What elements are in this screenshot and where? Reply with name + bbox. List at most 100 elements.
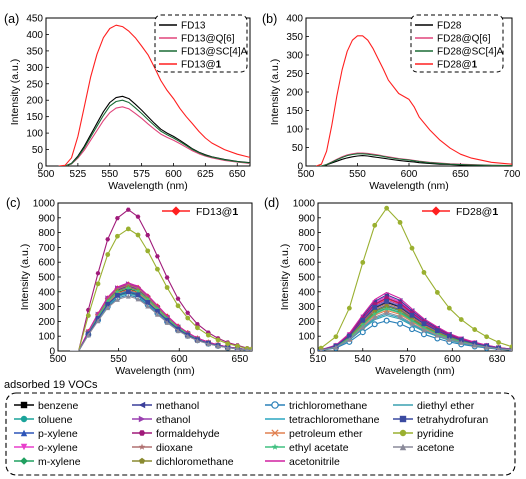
voc-legend-label: petroleum ether bbox=[289, 428, 363, 440]
data-point bbox=[421, 327, 427, 333]
y-tick-label: 900 bbox=[38, 213, 55, 224]
data-point bbox=[205, 341, 211, 347]
data-point bbox=[164, 285, 170, 290]
y-tick-label: 400 bbox=[286, 14, 303, 25]
data-point bbox=[195, 338, 200, 343]
legend-label: FD28 bbox=[437, 21, 462, 32]
data-point bbox=[360, 322, 366, 327]
data-point bbox=[95, 271, 101, 276]
y-tick-label: 600 bbox=[298, 258, 315, 269]
y-tick-label: 450 bbox=[26, 14, 43, 25]
chart-panel-a: 500 525 550 575 600 625 650 0 50 100 150 200 250 300 3… bbox=[4, 12, 251, 192]
data-point bbox=[372, 311, 378, 316]
y-tick-label: 600 bbox=[38, 258, 55, 269]
legend-label: FD28@Q[6] bbox=[437, 34, 491, 45]
y-tick-label: 1000 bbox=[293, 199, 316, 210]
data-point bbox=[421, 321, 427, 327]
voc-legend-label: pyridine bbox=[417, 428, 454, 440]
y-tick-label: 350 bbox=[286, 32, 303, 43]
legend-label: FD13@SC[4]A bbox=[181, 47, 248, 58]
series-line-fd13-1 bbox=[58, 24, 250, 166]
x-tick-label: 525 bbox=[70, 169, 87, 180]
series-line-pyridine bbox=[320, 207, 512, 349]
data-point bbox=[458, 317, 464, 322]
data-point bbox=[509, 347, 512, 351]
data-point bbox=[105, 237, 111, 242]
data-point bbox=[346, 333, 352, 339]
chart-panel-d: 510 540 570 600 630 0 100 200 300 400 500 600 700 800… bbox=[264, 196, 513, 377]
data-point bbox=[95, 316, 101, 321]
y-tick-label: 250 bbox=[26, 79, 43, 90]
voc-legend-label: ethanol bbox=[156, 414, 190, 426]
data-point bbox=[409, 312, 415, 318]
series-line-fd13-sc-4-a bbox=[58, 99, 250, 166]
data-point bbox=[399, 429, 407, 437]
series-line-acetonitrile bbox=[320, 291, 512, 351]
data-point bbox=[145, 303, 151, 309]
series-group bbox=[58, 24, 250, 166]
data-point bbox=[125, 226, 131, 232]
x-axis-label: Wavelength (nm) bbox=[375, 365, 455, 377]
data-point bbox=[164, 320, 170, 325]
x-tick-label: 650 bbox=[452, 169, 469, 180]
y-tick-label: 200 bbox=[298, 317, 315, 328]
data-point bbox=[105, 301, 111, 307]
data-point bbox=[409, 320, 415, 326]
data-point bbox=[384, 303, 389, 308]
y-axis-label: Intensity (a.u.) bbox=[19, 244, 31, 311]
series-line-fd13 bbox=[58, 95, 250, 166]
data-point bbox=[384, 310, 390, 315]
data-point bbox=[446, 337, 452, 342]
legend-label: FD13@1 bbox=[181, 60, 222, 71]
data-point bbox=[399, 415, 407, 423]
series-line-fd13-q-6- bbox=[58, 106, 250, 166]
data-point bbox=[155, 254, 160, 259]
data-point bbox=[360, 324, 366, 330]
voc-legend-label: m-xylene bbox=[38, 456, 81, 468]
data-point bbox=[175, 296, 181, 301]
data-point bbox=[135, 292, 141, 298]
data-point bbox=[509, 344, 512, 350]
data-point bbox=[164, 275, 170, 280]
x-axis-label: Wavelength (nm) bbox=[115, 365, 195, 377]
data-point bbox=[138, 415, 146, 423]
legend-label: FD28@1 bbox=[456, 206, 498, 218]
data-point bbox=[458, 340, 464, 345]
y-tick-label: 300 bbox=[26, 63, 43, 74]
data-point bbox=[138, 430, 146, 436]
y-tick-label: 150 bbox=[286, 106, 303, 117]
series-line-fd28-q-6- bbox=[316, 152, 512, 166]
data-point bbox=[496, 346, 501, 351]
voc-legend-title: adsorbed 19 VOCs bbox=[4, 379, 98, 391]
legend-label: FD13 bbox=[181, 21, 206, 32]
voc-legend-label: trichloromethane bbox=[289, 400, 367, 412]
data-point bbox=[138, 401, 146, 409]
data-point bbox=[138, 443, 146, 450]
legend-label: FD13@1 bbox=[196, 206, 238, 218]
data-point bbox=[271, 401, 279, 409]
data-point bbox=[195, 325, 200, 331]
x-tick-label: 600 bbox=[401, 169, 418, 180]
y-tick-label: 200 bbox=[286, 88, 303, 99]
data-point bbox=[472, 327, 478, 332]
data-point bbox=[446, 333, 452, 339]
series-group bbox=[318, 205, 512, 351]
data-point bbox=[20, 443, 28, 451]
data-point bbox=[372, 314, 378, 320]
x-tick-label: 650 bbox=[232, 354, 249, 365]
data-point bbox=[171, 206, 181, 216]
data-point bbox=[155, 266, 160, 272]
y-tick-label: 700 bbox=[38, 243, 55, 254]
y-tick-label: 50 bbox=[292, 143, 304, 154]
voc-legend-label: benzene bbox=[38, 400, 78, 412]
data-point bbox=[145, 233, 151, 238]
data-point bbox=[397, 310, 403, 316]
data-point bbox=[360, 260, 366, 265]
series-line-acetone bbox=[70, 295, 252, 351]
data-point bbox=[397, 303, 403, 309]
data-point bbox=[105, 252, 111, 257]
y-tick-label: 800 bbox=[38, 228, 55, 239]
panel-label: (d) bbox=[264, 196, 279, 210]
x-axis-label: Wavelength (nm) bbox=[108, 180, 188, 192]
